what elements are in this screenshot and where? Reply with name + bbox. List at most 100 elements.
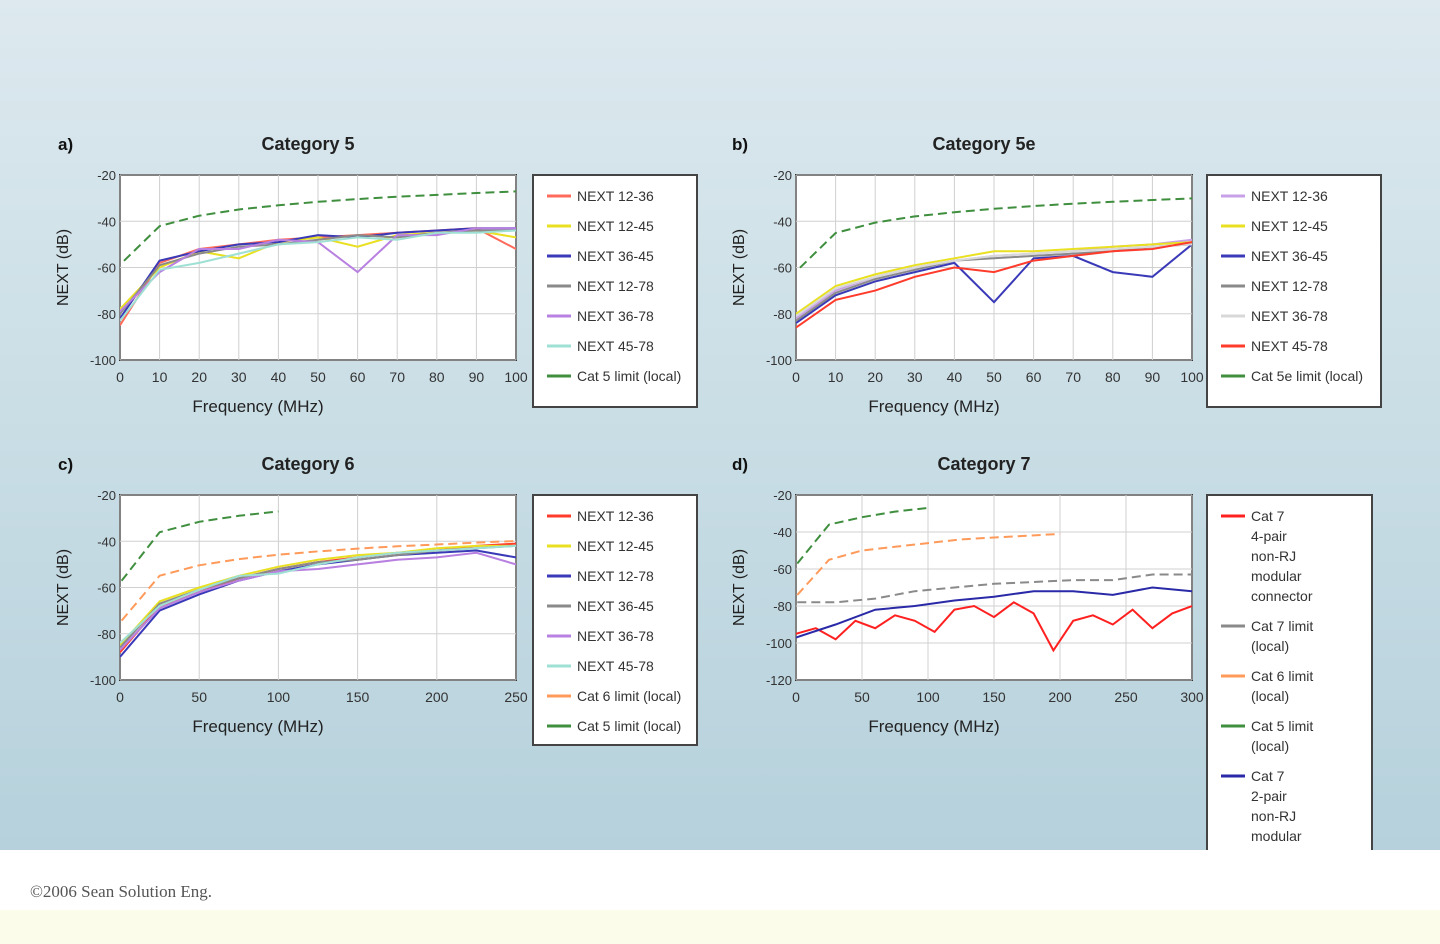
series-line	[120, 229, 516, 322]
x-tick-label: 80	[429, 369, 445, 385]
legend-label: Cat 5e limit (local)	[1251, 368, 1363, 384]
legend-label: Cat 5 limit (local)	[577, 718, 681, 734]
x-tick-label: 0	[792, 369, 800, 385]
chart-title: Category 5e	[932, 134, 1035, 154]
x-tick-label: 150	[982, 689, 1006, 705]
series-group	[796, 506, 1192, 653]
series-line	[799, 197, 1192, 269]
x-tick-label: 250	[504, 689, 528, 705]
legend-label: (local)	[1251, 638, 1289, 654]
x-tick-label: 70	[1065, 369, 1081, 385]
series-group	[796, 197, 1192, 329]
y-tick-label: -100	[766, 353, 792, 368]
x-tick-label: 0	[116, 369, 124, 385]
series-line	[796, 241, 1192, 315]
x-tick-label: 20	[191, 369, 207, 385]
legend-box	[532, 174, 698, 408]
legend-label: NEXT 12-78	[1251, 278, 1328, 294]
legend-label: NEXT 36-45	[577, 598, 654, 614]
legend-label: NEXT 36-45	[577, 248, 654, 264]
legend-label: Cat 7	[1251, 508, 1285, 524]
series-line	[796, 601, 1192, 653]
x-axis-label: Frequency (MHz)	[192, 397, 323, 416]
legend-label: 4-pair	[1251, 528, 1287, 544]
legend-label: NEXT 36-78	[577, 308, 654, 324]
x-tick-label: 0	[116, 689, 124, 705]
series-line	[120, 510, 279, 582]
legend-label: Cat 7 limit	[1251, 618, 1313, 634]
x-tick-label: 30	[231, 369, 247, 385]
x-tick-label: 10	[152, 369, 168, 385]
y-axis-label: NEXT (dB)	[731, 229, 748, 306]
legend-label: (local)	[1251, 738, 1289, 754]
series-line	[796, 506, 929, 565]
y-axis-label: NEXT (dB)	[55, 229, 72, 306]
legend-label: NEXT 12-45	[577, 538, 654, 554]
legend-label: NEXT 45-78	[577, 658, 654, 674]
chart-panel-3: c) Category 6 0 50 100 150 200 250 -20 -40 -60 -80 -…	[55, 454, 698, 746]
y-tick-label: -60	[773, 261, 792, 276]
x-tick-label: 60	[350, 369, 366, 385]
legend-label: NEXT 12-78	[577, 278, 654, 294]
y-tick-label: -40	[773, 525, 792, 540]
legend-label: NEXT 36-45	[1251, 248, 1328, 264]
legend-label: Cat 6 limit (local)	[577, 688, 681, 704]
y-tick-label: -20	[97, 488, 116, 503]
legend: NEXT 12-36 NEXT 12-45 NEXT 36-45 NEXT 12-78…	[532, 174, 698, 408]
legend-label: Cat 5 limit (local)	[577, 368, 681, 384]
legend-label: NEXT 12-36	[577, 188, 654, 204]
legend-label: NEXT 45-78	[1251, 338, 1328, 354]
legend-box	[1206, 494, 1373, 850]
panel-label: b)	[732, 135, 748, 154]
legend-label: non-RJ	[1251, 808, 1296, 824]
chart-panel-2: b) Category 5e 0 10 20 30 40 50 60 70 80 90 100 -20 -4…	[731, 134, 1382, 416]
x-tick-label: 40	[947, 369, 963, 385]
legend-label: Cat 5 limit	[1251, 718, 1313, 734]
y-tick-label: -20	[773, 168, 792, 183]
series-line	[120, 544, 516, 644]
series-line	[796, 586, 1192, 639]
series-line	[120, 540, 516, 622]
legend-label: connector	[1251, 588, 1313, 604]
charts-figure: a) Category 50 10 20 30 40 50 60 70 80 90 100-20-40…	[55, 134, 1382, 850]
x-tick-label: 250	[1114, 689, 1138, 705]
x-tick-label: 100	[504, 369, 528, 385]
series-line	[796, 241, 1192, 329]
series-line	[120, 544, 516, 646]
copyright-credit: ©2006 Sean Solution Eng.	[30, 882, 212, 901]
y-tick-label: -100	[90, 353, 116, 368]
x-tick-label: 50	[854, 689, 870, 705]
x-tick-label: 100	[1180, 369, 1204, 385]
y-tick-label: -40	[773, 214, 792, 229]
chart-panel-1: a) Category 5 0 10 20 30 40 50 60 70 80 90 100 -20 -40…	[55, 134, 698, 416]
legend-label: NEXT 36-78	[1251, 308, 1328, 324]
footer: ©2006 Sean Solution Eng.	[0, 850, 1440, 910]
legend: NEXT 12-36 NEXT 12-45 NEXT 12-78 NEXT 36-45…	[532, 494, 698, 746]
legend-label: non-RJ	[1251, 548, 1296, 564]
y-tick-label: -60	[773, 562, 792, 577]
legend-label: (local)	[1251, 688, 1289, 704]
x-tick-label: 0	[792, 689, 800, 705]
y-tick-label: -100	[90, 673, 116, 688]
y-tick-label: -40	[97, 534, 116, 549]
x-axis-label: Frequency (MHz)	[192, 717, 323, 736]
panel-label: d)	[732, 455, 748, 474]
x-tick-label: 10	[828, 369, 844, 385]
legend-label: NEXT 12-45	[1251, 218, 1328, 234]
y-tick-label: -80	[97, 627, 116, 642]
legend-label: NEXT 12-36	[577, 508, 654, 524]
y-tick-label: -60	[97, 581, 116, 596]
y-tick-label: -80	[773, 307, 792, 322]
bottom-band	[0, 910, 1440, 944]
y-tick-label: -20	[773, 488, 792, 503]
legend-label: Cat 7	[1251, 768, 1285, 784]
x-tick-label: 40	[271, 369, 287, 385]
legend-label: NEXT 12-36	[1251, 188, 1328, 204]
x-tick-label: 200	[1048, 689, 1072, 705]
y-axis-label: NEXT (dB)	[731, 549, 748, 626]
legend-box	[1206, 174, 1382, 408]
x-tick-label: 50	[986, 369, 1002, 385]
x-tick-label: 30	[907, 369, 923, 385]
y-tick-label: -20	[97, 168, 116, 183]
x-axis-label: Frequency (MHz)	[868, 397, 999, 416]
